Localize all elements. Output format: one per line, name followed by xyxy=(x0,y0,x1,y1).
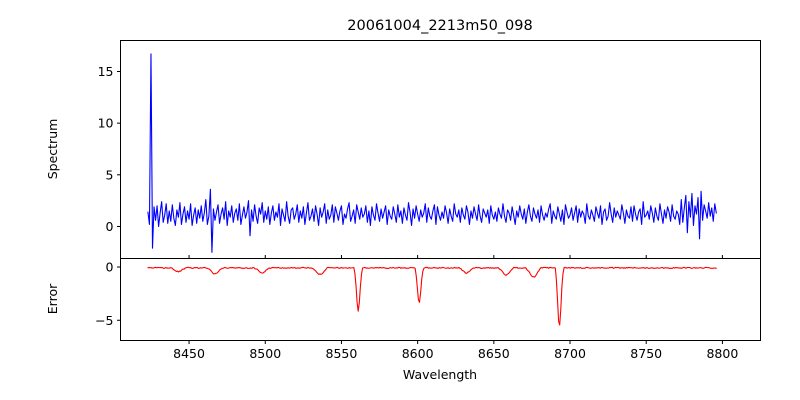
y-tick-label: 0 xyxy=(106,219,114,234)
error-y-axis-label: Error xyxy=(45,283,60,314)
y-tick-label: 5 xyxy=(106,167,114,182)
spectrum-y-ticks: 0 5 10 15 xyxy=(98,64,121,234)
y-tick-label: 0 xyxy=(106,260,114,275)
x-tick-label: 8800 xyxy=(706,346,738,361)
error-panel: 0 −5 8450 8500 8550 8600 8650 8700 8750 8800 Err… xyxy=(45,258,761,382)
y-tick-label: −5 xyxy=(95,313,113,328)
spectrum-y-axis-label: Spectrum xyxy=(45,119,60,180)
error-data-line xyxy=(147,266,717,326)
spectrum-data-line xyxy=(147,53,717,253)
error-axes-frame xyxy=(120,258,761,341)
spectrum-x-ticks xyxy=(188,255,723,259)
page-title: 20061004_2213m50_098 xyxy=(347,18,532,34)
x-tick-label: 8650 xyxy=(478,346,510,361)
x-tick-label: 8750 xyxy=(630,346,662,361)
x-tick-label: 8700 xyxy=(554,346,586,361)
error-x-ticks: 8450 8500 8550 8600 8650 8700 8750 8800 xyxy=(173,340,738,361)
y-tick-label: 10 xyxy=(98,116,114,131)
x-tick-label: 8450 xyxy=(173,346,205,361)
x-tick-label: 8550 xyxy=(326,346,358,361)
error-y-ticks: 0 −5 xyxy=(95,260,121,328)
y-tick-label: 15 xyxy=(98,64,114,79)
x-tick-label: 8500 xyxy=(249,346,281,361)
x-axis-label: Wavelength xyxy=(403,367,477,382)
x-tick-label: 8600 xyxy=(402,346,434,361)
